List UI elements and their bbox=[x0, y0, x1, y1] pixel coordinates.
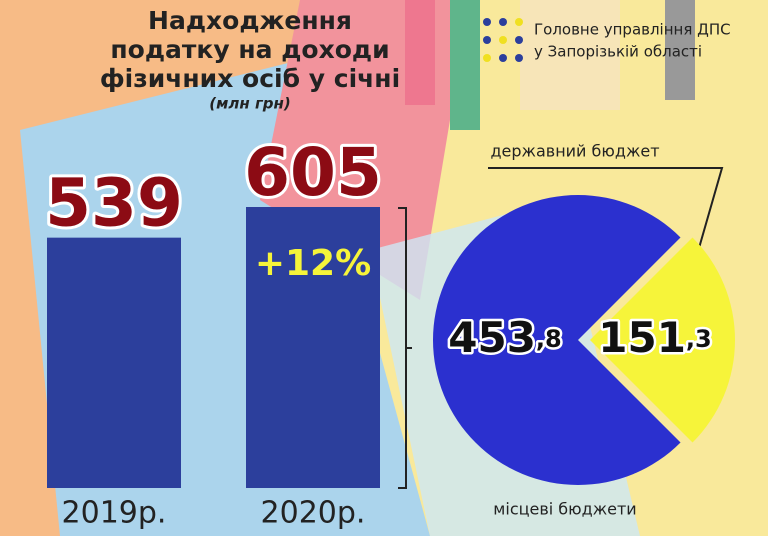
pen bbox=[450, 0, 480, 130]
org-name: у Запорізькій області bbox=[534, 43, 702, 61]
value-label: 151,3 bbox=[598, 313, 712, 362]
bar bbox=[246, 207, 380, 488]
title: Надходження bbox=[148, 6, 352, 35]
bracket bbox=[398, 207, 412, 489]
category-label: 2019р. bbox=[62, 496, 167, 531]
value-label: 605 bbox=[244, 134, 382, 211]
pencil bbox=[665, 0, 695, 100]
bar bbox=[47, 237, 181, 488]
slice-name: державний бюджет bbox=[490, 142, 659, 161]
value-label: 539 bbox=[45, 165, 183, 242]
logo bbox=[483, 18, 523, 62]
ruler bbox=[520, 0, 620, 110]
pie-slice bbox=[590, 237, 735, 443]
org-name: Головне управління ДПС bbox=[534, 21, 731, 39]
leader-line bbox=[488, 167, 724, 263]
unit: (млн грн) bbox=[209, 95, 290, 113]
pie-slice bbox=[433, 195, 681, 486]
annotation: +12% bbox=[255, 243, 371, 284]
category-label: 2020р. bbox=[261, 496, 366, 531]
title: фізичних осіб у січні bbox=[100, 64, 400, 93]
value-label: 453,8 bbox=[448, 313, 562, 362]
pen bbox=[405, 0, 435, 105]
slice-name: місцеві бюджети bbox=[493, 500, 636, 519]
title: податку на доходи bbox=[110, 35, 389, 64]
